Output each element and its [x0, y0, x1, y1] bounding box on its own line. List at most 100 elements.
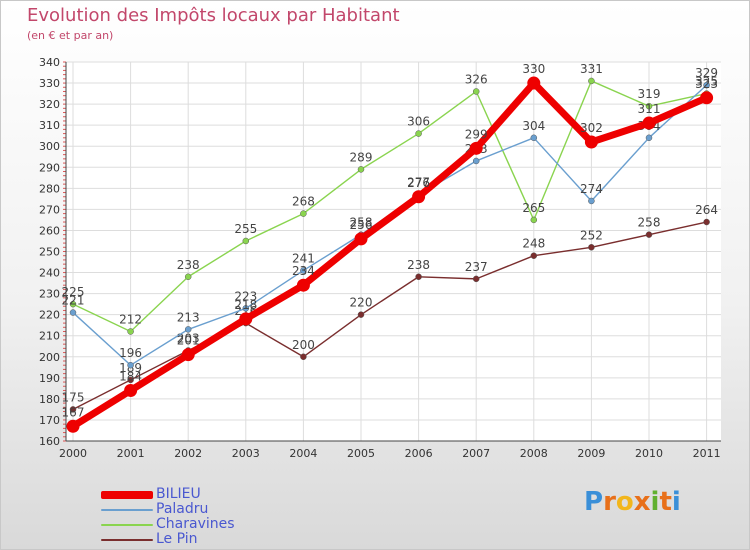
data-label-bilieu: 302 — [580, 121, 603, 135]
logo-letter: P — [584, 487, 604, 517]
data-point-paladru — [69, 309, 77, 316]
series-line-charavines — [72, 80, 708, 333]
data-label-bilieu: 323 — [695, 77, 718, 91]
series-line-bilieu — [69, 79, 711, 430]
y-tick-label: 200 — [39, 351, 60, 364]
legend-label-le-pin: Le Pin — [156, 531, 198, 547]
data-label-bilieu: 201 — [177, 334, 200, 348]
data-point-bilieu — [66, 419, 80, 433]
data-point-le-pin — [530, 252, 538, 259]
data-point-charavines — [415, 130, 422, 137]
data-point-bilieu — [469, 141, 483, 155]
data-label-bilieu: 311 — [638, 102, 661, 116]
data-label-paladru: 304 — [522, 119, 545, 133]
y-tick-label: 340 — [39, 56, 60, 69]
data-label-charavines: 331 — [580, 62, 603, 76]
data-point-le-pin — [127, 376, 134, 384]
x-tick-label: 2004 — [289, 447, 317, 460]
x-tick-label: 2011 — [693, 447, 721, 460]
data-label-charavines: 225 — [62, 285, 85, 299]
data-label-le-pin: 237 — [465, 260, 488, 274]
data-point-charavines — [588, 77, 595, 85]
data-point-bilieu — [181, 348, 195, 362]
data-point-bilieu — [412, 190, 426, 204]
x-tick-label: 2000 — [59, 447, 87, 460]
y-tick-label: 180 — [39, 393, 60, 406]
data-label-bilieu: 234 — [292, 264, 315, 278]
logo-letter: r — [603, 487, 616, 517]
data-label-le-pin: 238 — [407, 258, 430, 272]
y-tick-label: 290 — [39, 161, 60, 174]
data-label-paladru: 277 — [407, 176, 430, 190]
data-label-charavines: 265 — [522, 201, 545, 215]
chart-subtitle: (en € et par an) — [27, 29, 114, 42]
data-point-le-pin — [645, 231, 653, 238]
data-point-paladru — [184, 326, 192, 333]
legend-swatch-le-pin — [101, 538, 153, 541]
data-point-paladru — [703, 81, 710, 89]
x-tick-label: 2008 — [520, 447, 548, 460]
data-point-charavines — [645, 102, 653, 110]
data-label-bilieu: 256 — [350, 218, 373, 232]
legend-item-charavines: Charavines — [101, 517, 235, 532]
y-tick-label: 300 — [39, 140, 60, 153]
data-point-paladru — [588, 197, 595, 205]
data-point-charavines — [357, 166, 365, 173]
data-point-le-pin — [300, 353, 307, 361]
data-label-bilieu: 276 — [407, 176, 430, 190]
data-point-charavines — [530, 216, 538, 224]
data-label-charavines: 268 — [292, 195, 315, 209]
data-label-paladru: 329 — [695, 66, 718, 80]
data-label-bilieu: 330 — [522, 62, 545, 76]
data-point-bilieu — [354, 232, 368, 246]
chart-legend: BILIEU Paladru Charavines Le Pin — [101, 487, 235, 547]
y-tick-label: 260 — [39, 224, 60, 237]
data-point-charavines — [127, 328, 134, 335]
data-label-le-pin: 220 — [350, 296, 373, 310]
data-label-charavines: 289 — [350, 150, 373, 164]
data-point-bilieu — [700, 91, 714, 105]
x-tick-label: 2007 — [462, 447, 490, 460]
data-point-le-pin — [472, 275, 480, 283]
data-point-le-pin — [415, 273, 422, 281]
data-label-le-pin: 203 — [177, 331, 200, 345]
x-tick-label: 2002 — [174, 447, 202, 460]
data-label-le-pin: 200 — [292, 338, 315, 352]
data-point-charavines — [184, 273, 192, 281]
data-label-charavines: 255 — [234, 222, 257, 236]
x-tick-label: 2001 — [117, 447, 145, 460]
x-tick-label: 2009 — [577, 447, 605, 460]
x-tick-label: 2003 — [232, 447, 260, 460]
legend-label-bilieu: BILIEU — [156, 486, 201, 502]
data-label-paladru: 196 — [119, 346, 142, 360]
x-tick-label: 2005 — [347, 447, 375, 460]
y-tick-label: 270 — [39, 203, 60, 216]
data-point-paladru — [127, 361, 134, 369]
y-tick-label: 310 — [39, 119, 60, 132]
y-tick-label: 240 — [39, 267, 60, 280]
legend-swatch-bilieu — [101, 490, 153, 499]
data-point-paladru — [472, 157, 480, 165]
data-point-bilieu — [584, 135, 598, 149]
data-label-paladru: 221 — [62, 294, 85, 308]
data-point-le-pin — [703, 218, 710, 226]
logo-letter: i — [671, 487, 681, 517]
data-point-bilieu — [124, 383, 138, 397]
data-point-paladru — [645, 134, 653, 142]
data-point-bilieu — [296, 278, 310, 292]
data-label-paladru: 274 — [580, 182, 603, 196]
data-point-le-pin — [69, 406, 77, 413]
data-label-le-pin: 264 — [695, 203, 718, 217]
data-label-paladru: 213 — [177, 310, 200, 324]
data-point-paladru — [530, 134, 538, 142]
y-tick-label: 220 — [39, 309, 60, 322]
logo-letter: o — [615, 487, 634, 517]
data-label-bilieu: 299 — [465, 127, 488, 141]
legend-label-charavines: Charavines — [156, 516, 235, 532]
data-label-bilieu: 218 — [234, 298, 257, 312]
legend-item-le-pin: Le Pin — [101, 532, 235, 547]
y-tick-label: 170 — [39, 414, 60, 427]
y-tick-label: 230 — [39, 288, 60, 301]
y-tick-label: 190 — [39, 372, 60, 385]
